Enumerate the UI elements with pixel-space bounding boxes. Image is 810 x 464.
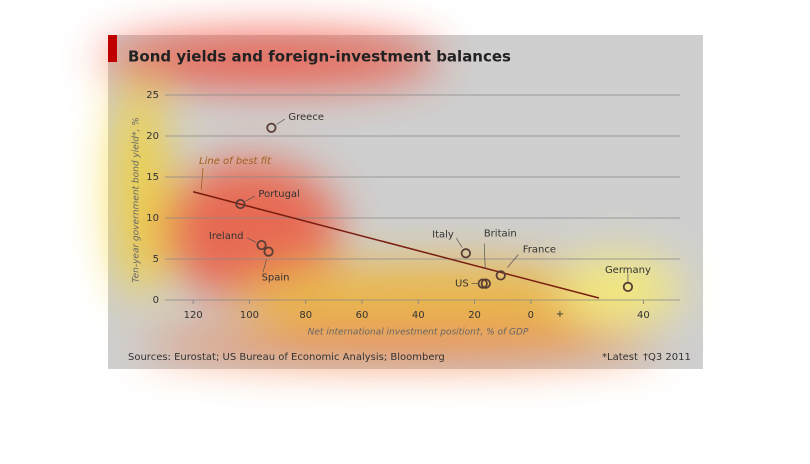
x-tick-label: 40 <box>637 310 650 321</box>
point-label: Italy <box>432 229 454 240</box>
leader <box>507 254 519 268</box>
point-label: Greece <box>288 112 324 123</box>
leader <box>246 237 257 243</box>
heatmap <box>100 32 680 363</box>
leader <box>483 243 486 269</box>
point <box>480 278 491 289</box>
title-flag <box>108 35 117 62</box>
point-label: US <box>455 279 469 290</box>
x-tick-label: 100 <box>240 310 259 321</box>
point-label: Spain <box>262 273 290 284</box>
point <box>622 281 634 292</box>
y-tick-label: 25 <box>146 90 159 101</box>
x-tick-label: 0 <box>528 310 534 321</box>
point-label: Britain <box>484 229 517 240</box>
y-tick-label: 15 <box>146 172 159 183</box>
sign-label: + <box>556 309 564 320</box>
fit-line <box>192 191 600 299</box>
x-tick-label: 120 <box>184 310 203 321</box>
chart-title: Bond yields and foreign-investment balan… <box>128 48 511 66</box>
point <box>266 122 277 133</box>
leader <box>455 237 463 248</box>
y-tick-label: 5 <box>153 254 159 265</box>
y-tick-label: 0 <box>153 295 159 306</box>
leader <box>276 118 286 125</box>
point <box>256 239 267 251</box>
leader <box>245 195 255 202</box>
point <box>460 248 471 259</box>
y-tick-label: 20 <box>146 131 159 142</box>
y-tick-label: 10 <box>146 213 159 224</box>
point-label: Portugal <box>258 189 299 200</box>
source: Sources: Eurostat; US Bureau of Economic… <box>128 352 445 363</box>
point-label: Ireland <box>209 231 244 242</box>
point <box>263 246 274 257</box>
x-tick-label: 40 <box>412 310 425 321</box>
leader <box>200 167 204 190</box>
footnote: †Q3 2011 <box>643 352 691 363</box>
x-tick-label: 80 <box>299 310 312 321</box>
x-tick-label: 20 <box>468 310 481 321</box>
leader <box>262 259 267 273</box>
y-axis-label: Ten-year government bond yield*, % <box>132 117 142 283</box>
fit-label: Line of best fit <box>199 156 272 167</box>
footnote: *Latest <box>602 352 638 363</box>
x-tick-label: 60 <box>356 310 369 321</box>
x-axis-label: Net international investment position†, … <box>308 328 529 338</box>
point <box>495 270 506 281</box>
point-label: France <box>523 244 556 255</box>
point-label: Germany <box>605 265 651 276</box>
point <box>235 198 246 210</box>
